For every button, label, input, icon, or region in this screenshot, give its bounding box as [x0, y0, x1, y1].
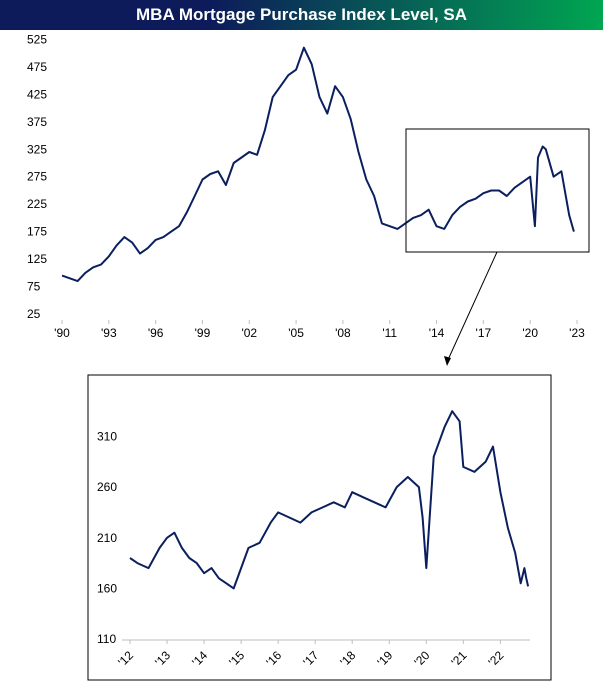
zoom-arrow-head — [444, 356, 451, 366]
main-y-axis: 25 75 125 175 225 275 325 375 425 475 525 — [27, 32, 47, 321]
main-y-tick-label: 475 — [27, 60, 47, 74]
main-x-tick-label: '11 — [382, 326, 397, 340]
inset-x-tick-label: '19 — [374, 648, 395, 669]
inset-y-tick-label: 310 — [97, 430, 117, 444]
main-x-tick-label: '99 — [195, 326, 211, 340]
main-y-tick-label: 125 — [27, 252, 47, 266]
zoom-highlight-box — [405, 128, 590, 253]
main-x-tick-label: '93 — [101, 326, 117, 340]
main-y-tick-label: 75 — [27, 280, 41, 294]
inset-x-axis: '12 '13 '14 '15 '16 '17 '18 '19 '20 '21 '22 — [115, 640, 507, 669]
main-y-tick-label: 225 — [27, 197, 47, 211]
main-x-axis: '90 '93 '96 '99 '02 '05 '08 '11 '14 '17 '20 '23 — [54, 320, 585, 340]
inset-x-tick-label: '13 — [152, 648, 173, 669]
inset-x-tick-label: '12 — [115, 648, 136, 669]
chart-title: MBA Mortgage Purchase Index Level, SA — [136, 5, 467, 24]
inset-x-tick-label: '18 — [337, 648, 358, 669]
inset-y-axis: 110 160 210 260 310 — [97, 430, 117, 647]
inset-chart: 110 160 210 260 310 '12 '13 '14 '15 '16 '17 '18 '19… — [87, 374, 552, 681]
inset-x-tick-label: '14 — [189, 648, 210, 669]
main-y-tick-label: 525 — [27, 32, 47, 46]
main-x-tick-label: '08 — [335, 326, 351, 340]
zoom-arrow — [446, 251, 498, 363]
inset-x-tick-label: '21 — [448, 648, 469, 669]
inset-y-tick-label: 160 — [97, 581, 117, 595]
main-y-tick-label: 25 — [27, 307, 41, 321]
chart-title-bar: MBA Mortgage Purchase Index Level, SA — [0, 0, 603, 30]
inset-x-tick-label: '16 — [263, 648, 284, 669]
main-x-tick-label: '96 — [148, 326, 164, 340]
inset-frame — [87, 374, 552, 681]
inset-x-tick-label: '17 — [300, 648, 321, 669]
main-x-tick-label: '23 — [569, 326, 585, 340]
inset-x-tick-label: '20 — [411, 648, 432, 669]
inset-y-tick-label: 110 — [97, 632, 116, 646]
inset-x-tick-label: '22 — [486, 648, 507, 669]
main-x-tick-label: '17 — [476, 326, 492, 340]
main-x-tick-label: '90 — [54, 326, 70, 340]
main-x-tick-label: '20 — [522, 326, 538, 340]
main-y-tick-label: 175 — [27, 225, 47, 239]
main-x-tick-label: '14 — [429, 326, 445, 340]
inset-y-tick-label: 260 — [97, 480, 117, 494]
main-y-tick-label: 275 — [27, 170, 47, 184]
main-y-tick-label: 425 — [27, 87, 47, 101]
main-x-tick-label: '05 — [288, 326, 304, 340]
main-x-tick-label: '02 — [241, 326, 257, 340]
inset-series-line — [129, 410, 530, 590]
main-series-line — [61, 46, 575, 283]
main-y-tick-label: 325 — [27, 142, 47, 156]
main-y-tick-label: 375 — [27, 115, 47, 129]
inset-x-tick-label: '15 — [226, 648, 247, 669]
inset-y-tick-label: 210 — [97, 531, 117, 545]
